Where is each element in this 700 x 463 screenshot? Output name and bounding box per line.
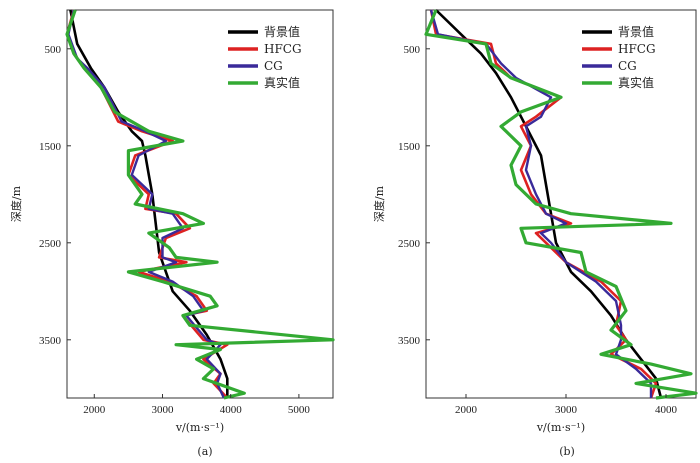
y-tick-label: 1500: [398, 141, 421, 153]
y-tick-label: 2500: [39, 238, 62, 250]
series-line-cg: [429, 9, 653, 398]
legend-label: HFCG: [264, 42, 302, 56]
legend-label: 真实值: [618, 75, 654, 90]
x-tick-label: 4000: [220, 404, 243, 416]
y-tick-label: 3500: [398, 335, 421, 347]
panel-label: (a): [197, 445, 212, 458]
y-tick-label: 1500: [39, 141, 62, 153]
x-tick-label: 3000: [555, 404, 578, 416]
legend-label: CG: [264, 59, 283, 73]
legend-label: HFCG: [618, 42, 656, 56]
legend-label: 背景值: [264, 24, 300, 39]
series-line-true: [65, 9, 335, 400]
y-tick-label: 500: [404, 44, 421, 56]
x-tick-label: 3000: [151, 404, 174, 416]
x-tick-label: 4000: [655, 404, 678, 416]
plot-frame: [66, 9, 334, 399]
legend-label: 背景值: [618, 24, 654, 39]
y-tick-label: 3500: [39, 335, 62, 347]
y-tick-label: 500: [45, 44, 62, 56]
x-axis-label: v/(m·s⁻¹): [175, 421, 224, 434]
series-line-true: [424, 9, 698, 400]
x-tick-label: 2000: [83, 404, 106, 416]
y-tick-label: 2500: [398, 238, 421, 250]
panel-label: (b): [559, 445, 575, 458]
legend-label: 真实值: [264, 75, 300, 90]
x-tick-label: 5000: [288, 404, 311, 416]
y-axis-label: 深度/m: [372, 185, 386, 222]
legend-label: CG: [618, 59, 637, 73]
x-tick-label: 2000: [455, 404, 478, 416]
plot-frame: [425, 9, 697, 399]
x-axis-label: v/(m·s⁻¹): [536, 421, 585, 434]
y-axis-label: 深度/m: [9, 185, 23, 222]
